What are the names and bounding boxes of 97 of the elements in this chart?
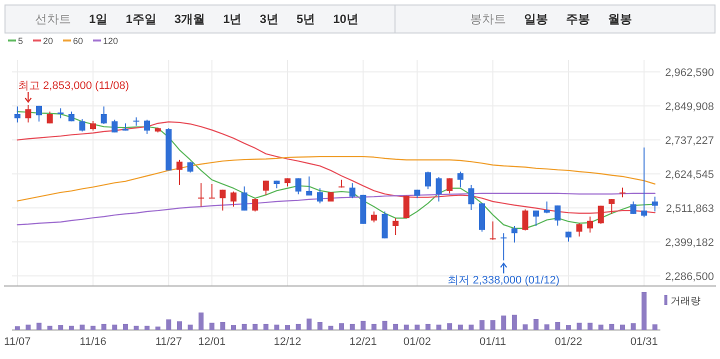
bar: [188, 324, 193, 330]
bar: [263, 324, 268, 330]
x-tick-label: 12/01: [198, 336, 226, 348]
bar: [122, 324, 128, 330]
legend-label: 60: [73, 36, 84, 46]
bar: [555, 322, 560, 330]
x-tick-label: 11/16: [80, 336, 106, 348]
annotation: 최고 2,853,000 (11/08): [18, 80, 130, 92]
bar: [598, 324, 604, 330]
bar: [274, 324, 280, 330]
x-tick-label: 01/22: [554, 336, 582, 348]
text: 월봉: [608, 12, 632, 26]
bar: [620, 324, 625, 330]
bar: [534, 318, 539, 330]
bar: [350, 324, 355, 330]
bar: [393, 324, 398, 330]
bar: [404, 324, 409, 330]
bar: [480, 320, 485, 330]
text: 봉차트: [470, 12, 506, 26]
bar: [101, 324, 106, 330]
bar: [231, 325, 236, 330]
y-tick-label: 2,962,590: [665, 66, 714, 79]
bar: [68, 326, 74, 330]
bar: [436, 324, 442, 330]
y-tick-label: 2,286,500: [665, 270, 714, 283]
y-tick-label: 2,849,908: [665, 100, 714, 113]
bar: [296, 324, 301, 330]
text: 일봉: [524, 12, 548, 26]
bar: [522, 324, 528, 330]
bar: [26, 324, 31, 330]
bar: [360, 320, 366, 330]
bar: [414, 324, 420, 330]
bar: [198, 312, 204, 330]
bar: [339, 323, 344, 330]
x-tick-label: 11/27: [155, 336, 182, 348]
bar: [112, 324, 118, 330]
bar: [544, 324, 550, 330]
bar: [36, 322, 42, 330]
bar: [630, 323, 636, 330]
text: 1주일: [126, 12, 156, 26]
bar: [328, 326, 334, 330]
bar: [242, 324, 247, 330]
bar: [14, 326, 20, 330]
y-tick-label: 2,737,227: [665, 134, 714, 147]
bar: [252, 324, 258, 330]
bar: [512, 314, 517, 330]
bar: [425, 324, 430, 330]
text: 10년: [333, 12, 358, 26]
legend-label: 5: [18, 36, 24, 46]
bar: [285, 325, 290, 330]
x-tick-label: 11/07: [4, 336, 31, 348]
y-tick-label: 2,511,863: [666, 202, 714, 215]
x-tick-label: 01/02: [403, 336, 431, 348]
text: 1년: [223, 12, 242, 26]
bar: [220, 322, 226, 330]
text: 3년: [260, 12, 278, 26]
bar: [209, 322, 214, 330]
bar: [90, 326, 96, 330]
bar: [609, 324, 614, 330]
bar: [58, 325, 64, 330]
bar: [317, 322, 322, 330]
x-tick-label: 01/31: [630, 336, 658, 348]
legend-label: 120: [103, 36, 118, 46]
bar: [576, 322, 582, 330]
bar: [642, 292, 647, 330]
bar: [501, 316, 506, 330]
annotation: 최저 2,338,000 (01/12): [448, 274, 560, 286]
bar: [371, 324, 376, 330]
text: 선차트: [35, 12, 71, 26]
bar: [306, 318, 312, 330]
bar: [382, 320, 388, 330]
bar: [80, 324, 85, 330]
bar: [468, 324, 474, 330]
text: 주봉: [566, 12, 590, 26]
y-tick-label: 2,399,182: [665, 236, 714, 249]
bar: [458, 324, 463, 330]
text: 5년: [296, 12, 316, 26]
bar: [566, 325, 571, 330]
legend-label: 20: [43, 36, 54, 46]
x-tick-label: 12/21: [349, 336, 377, 348]
x-tick-label: 01/11: [479, 336, 506, 348]
bar: [134, 326, 139, 330]
text: 1일: [89, 12, 108, 26]
x-tick-label: 12/12: [274, 336, 302, 348]
bar: [588, 322, 593, 330]
bar: [47, 326, 52, 330]
legend-label: 거래량: [670, 296, 700, 307]
line-series: [16, 156, 656, 202]
bar: [155, 326, 160, 330]
bar: [144, 326, 150, 330]
bar: [490, 320, 496, 330]
y-tick-label: 2,624,545: [665, 168, 714, 181]
bar: [447, 323, 452, 330]
bar: [176, 321, 182, 330]
bar: [652, 324, 658, 330]
bar: [166, 319, 172, 330]
text: 3개월: [174, 12, 206, 26]
